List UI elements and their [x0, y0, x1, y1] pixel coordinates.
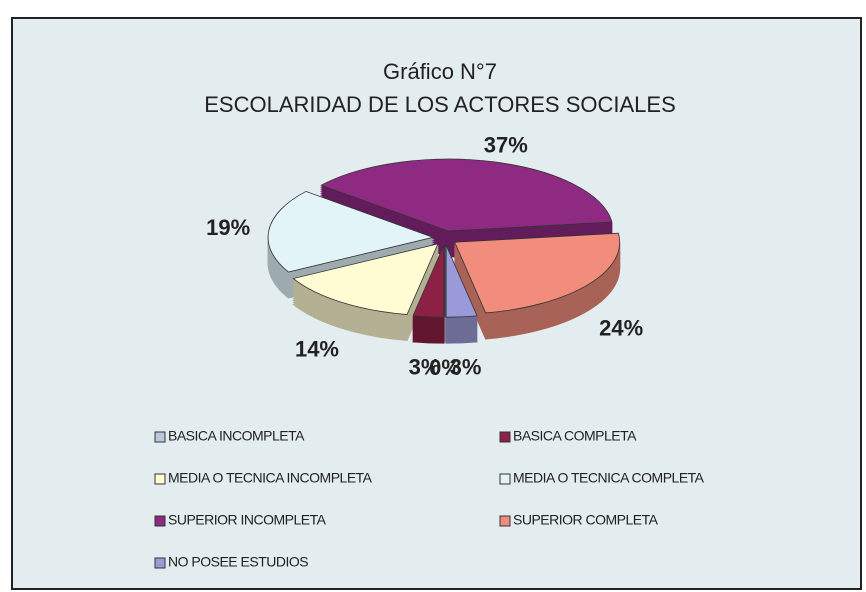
- data-label: 14%: [295, 337, 339, 362]
- pie-slice: [445, 245, 478, 318]
- legend-swatch: [499, 515, 511, 527]
- legend-swatch: [154, 473, 166, 485]
- legend-label: NO POSEE ESTUDIOS: [168, 554, 308, 570]
- data-label: 3%: [450, 354, 482, 379]
- chart-subtitle: ESCOLARIDAD DE LOS ACTORES SOCIALES: [204, 92, 676, 117]
- legend-label: MEDIA O TECNICA COMPLETA: [513, 470, 705, 486]
- legend-swatch: [499, 431, 511, 443]
- legend-label: SUPERIOR COMPLETA: [513, 512, 659, 528]
- legend-swatch: [154, 557, 166, 569]
- data-label: 24%: [599, 316, 643, 341]
- data-label: 19%: [206, 215, 250, 240]
- data-label: 0%: [429, 355, 461, 380]
- legend-swatch: [154, 515, 166, 527]
- legend-label: BASICA INCOMPLETA: [168, 428, 305, 444]
- pie-slice: [454, 232, 621, 314]
- pie-slice: [320, 158, 613, 232]
- legend-swatch: [499, 473, 511, 485]
- pie-slice: [292, 243, 439, 315]
- legend-label: SUPERIOR INCOMPLETA: [168, 512, 327, 528]
- chart-title: Gráfico N°7: [383, 59, 497, 84]
- legend-label: MEDIA O TECNICA INCOMPLETA: [168, 470, 373, 486]
- legend-swatch: [154, 431, 166, 443]
- pie-slice: [412, 245, 445, 318]
- data-label: 3%: [409, 354, 441, 379]
- legend-label: BASICA COMPLETA: [513, 428, 637, 444]
- data-label: 37%: [484, 133, 528, 158]
- pie-slice: [267, 190, 435, 273]
